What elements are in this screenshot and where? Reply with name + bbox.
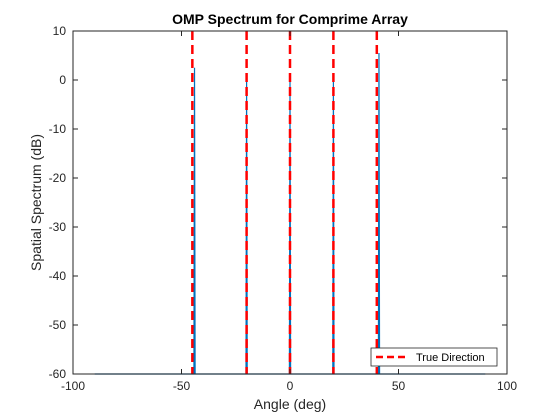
chart-title: OMP Spectrum for Comprime Array: [172, 11, 408, 27]
x-axis-label: Angle (deg): [254, 396, 326, 412]
y-tick-label: 0: [59, 73, 66, 87]
true-direction-series: [191, 31, 379, 374]
y-axis-label: Spatial Spectrum (dB): [28, 134, 44, 271]
x-tick-label: -100: [61, 379, 85, 393]
y-tick-label: -30: [49, 220, 67, 234]
y-tick-label: -50: [49, 318, 67, 332]
x-tick-label: -50: [173, 379, 191, 393]
x-tick-label: 0: [287, 379, 294, 393]
x-tick-label: 50: [392, 379, 406, 393]
y-tick-label: -20: [49, 171, 67, 185]
legend-box: [370, 347, 498, 367]
y-tick-label: 10: [53, 24, 67, 38]
y-tick-label: -60: [49, 367, 67, 381]
y-tick-label: -10: [49, 122, 67, 136]
legend-label-true-direction: True Direction: [416, 352, 485, 364]
y-tick-label: -40: [49, 269, 67, 283]
x-tick-label: 100: [497, 379, 517, 393]
legend: True Direction: [370, 347, 498, 367]
